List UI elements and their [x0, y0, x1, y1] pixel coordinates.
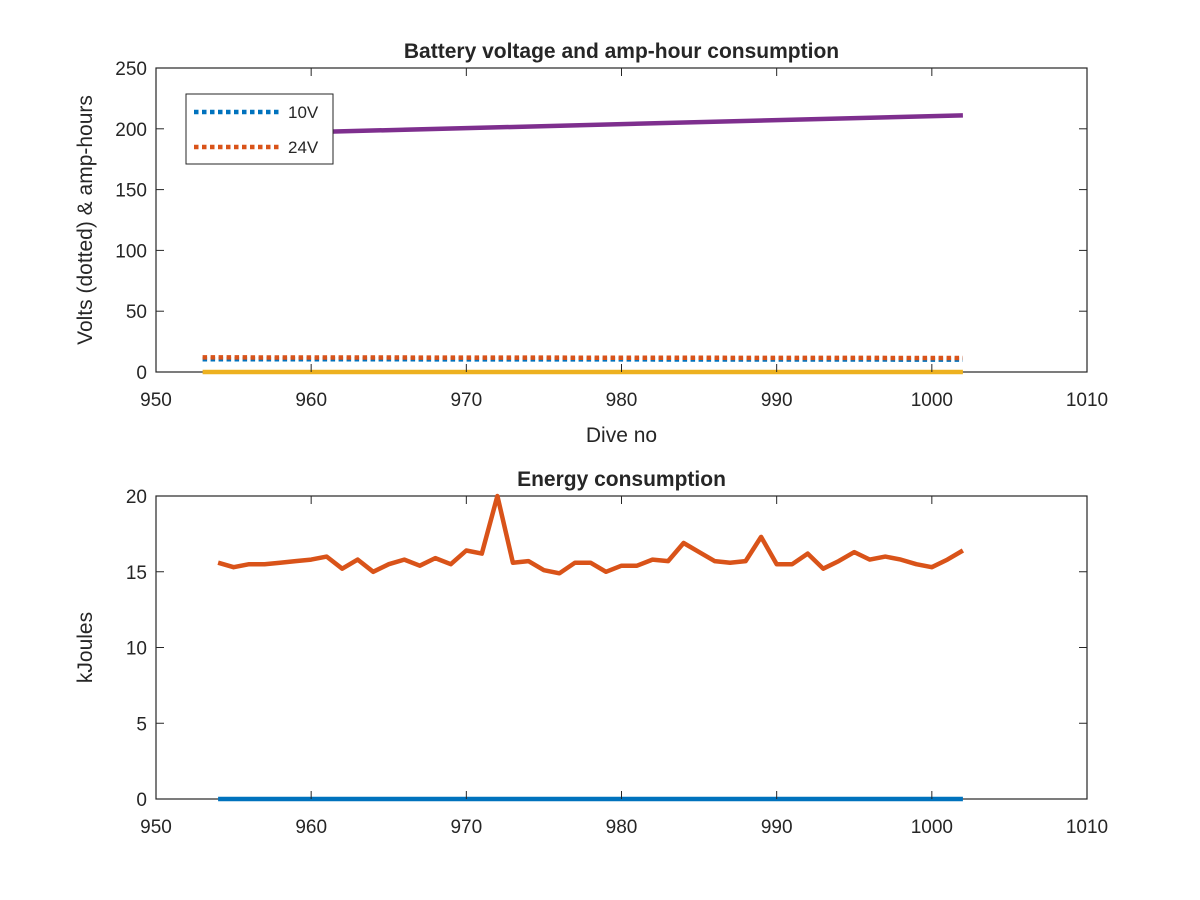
voltage-chart-title: Battery voltage and amp-hour consumption — [404, 40, 839, 63]
y-tick-label: 100 — [115, 241, 147, 262]
legend-label-10v: 10V — [288, 103, 319, 122]
y-tick-label: 150 — [115, 181, 147, 202]
x-tick-label: 1000 — [911, 390, 953, 411]
chart1-series-0-line — [217, 493, 965, 576]
x-tick-label: 990 — [761, 390, 793, 411]
x-tick-label: 1010 — [1066, 390, 1108, 411]
energy-axes-box — [155, 495, 1088, 800]
energy-ticks: 950 960 970 980 990 1000 1010 0 5 10 15 20 — [126, 487, 1108, 838]
energy-consumption-chart: 950 960 970 980 990 1000 1010 0 5 10 15 20 Energy c… — [74, 468, 1108, 838]
x-tick-label: 980 — [606, 390, 638, 411]
y-tick-label: 20 — [126, 487, 147, 508]
x-tick-label: 970 — [450, 817, 482, 838]
y-tick-label: 0 — [136, 790, 147, 811]
x-tick-label: 950 — [140, 817, 172, 838]
y-tick-label: 10 — [126, 639, 147, 660]
voltage-y-axis-label: Volts (dotted) & amp-hours — [74, 95, 97, 345]
voltage-legend: 10V 24V — [185, 93, 334, 165]
x-tick-label: 960 — [295, 817, 327, 838]
voltage-ticks: 950 960 970 980 990 1000 1010 0 50 100 150 200 250 — [115, 59, 1108, 411]
x-tick-label: 960 — [295, 390, 327, 411]
voltage-amp-hour-chart: 950 960 970 980 990 1000 1010 0 50 100 150 200 250 B… — [74, 40, 1108, 447]
x-tick-label: 1000 — [911, 817, 953, 838]
x-tick-label: 970 — [450, 390, 482, 411]
chart0-series-1-line — [202, 355, 963, 361]
y-tick-label: 15 — [126, 563, 147, 584]
y-tick-label: 50 — [126, 302, 147, 323]
energy-y-axis-label: kJoules — [74, 612, 97, 683]
y-tick-label: 0 — [136, 363, 147, 384]
y-tick-label: 5 — [136, 714, 147, 735]
voltage-x-axis-label: Dive no — [586, 424, 657, 447]
energy-chart-title: Energy consumption — [517, 468, 726, 491]
x-tick-label: 980 — [606, 817, 638, 838]
y-tick-label: 200 — [115, 120, 147, 141]
x-tick-label: 990 — [761, 817, 793, 838]
y-tick-label: 250 — [115, 59, 147, 80]
x-tick-label: 950 — [140, 390, 172, 411]
legend-label-24v: 24V — [288, 138, 319, 157]
legend-box — [185, 93, 334, 165]
energy-plot-lines — [217, 493, 965, 802]
x-tick-label: 1010 — [1066, 817, 1108, 838]
